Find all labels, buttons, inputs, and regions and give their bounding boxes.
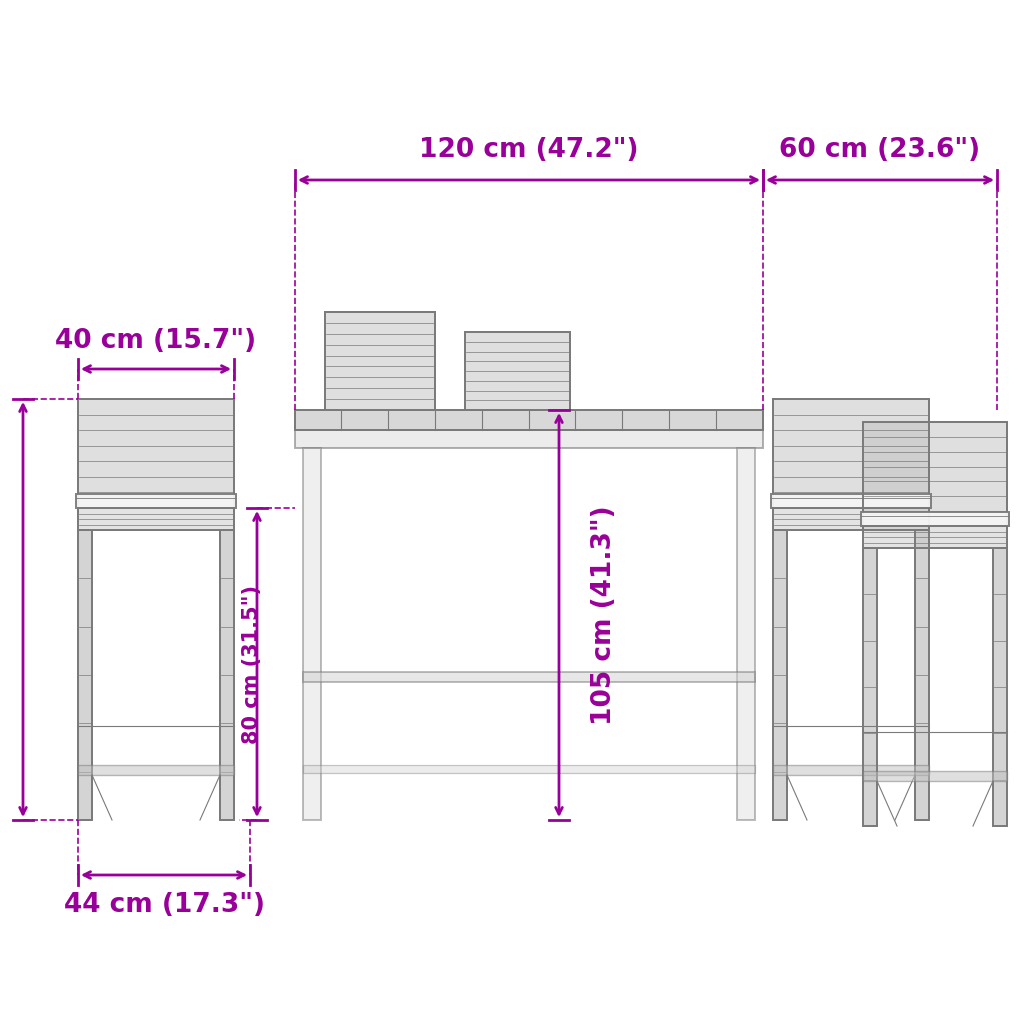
Bar [303, 449, 321, 820]
Bar [773, 530, 787, 820]
Bar [863, 548, 877, 826]
Bar [993, 548, 1007, 826]
Text: 60 cm (23.6"): 60 cm (23.6") [779, 137, 981, 163]
Bar [773, 399, 929, 508]
Bar [295, 410, 763, 430]
Bar [325, 312, 435, 410]
Bar [863, 771, 1007, 781]
Bar [78, 399, 234, 508]
Bar [303, 672, 755, 682]
Bar [993, 548, 1007, 826]
Bar [863, 422, 1007, 526]
Text: 105 cm (41.3"): 105 cm (41.3") [591, 505, 617, 725]
Text: 80 cm (31.5"): 80 cm (31.5") [242, 585, 262, 743]
Bar [78, 399, 234, 508]
Bar [220, 530, 234, 820]
Bar [737, 449, 755, 820]
Bar [295, 410, 763, 430]
Text: 120 cm (47.2"): 120 cm (47.2") [419, 137, 639, 163]
Bar [325, 312, 435, 410]
Bar [78, 765, 234, 775]
Bar [863, 548, 877, 826]
Bar [773, 508, 929, 530]
Bar [465, 332, 570, 410]
Bar [773, 399, 929, 508]
Bar [863, 526, 1007, 548]
Bar [78, 530, 92, 820]
Bar [773, 508, 929, 530]
Bar [78, 508, 234, 530]
Bar [771, 494, 931, 508]
Text: 40 cm (15.7"): 40 cm (15.7") [55, 328, 257, 354]
Bar [295, 430, 763, 449]
Bar [220, 530, 234, 820]
Bar [773, 765, 929, 775]
Bar [303, 765, 755, 773]
Bar [78, 530, 92, 820]
Bar [863, 526, 1007, 548]
Bar [78, 508, 234, 530]
Bar [915, 530, 929, 820]
Bar [773, 530, 787, 820]
Bar [915, 530, 929, 820]
Bar [863, 422, 1007, 526]
Bar [465, 332, 570, 410]
Bar [76, 494, 236, 508]
Bar [861, 512, 1009, 526]
Text: 44 cm (17.3"): 44 cm (17.3") [63, 892, 264, 918]
